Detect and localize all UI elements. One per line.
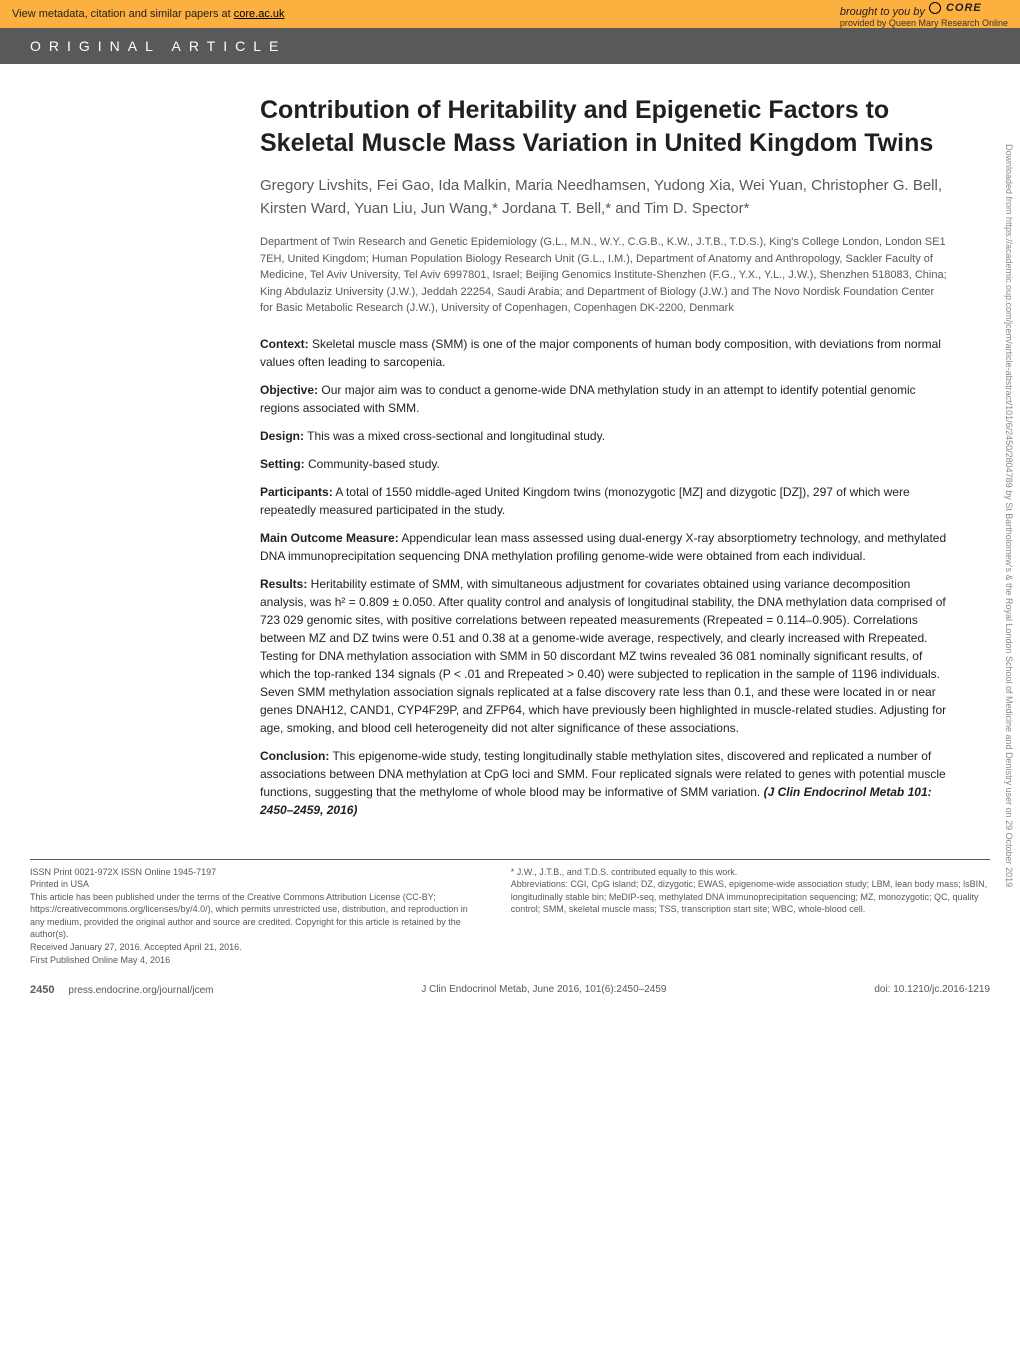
- abstract-context: Context: Skeletal muscle mass (SMM) is o…: [260, 335, 950, 371]
- license-text: This article has been published under th…: [30, 891, 471, 941]
- context-label: Context:: [260, 337, 309, 351]
- design-label: Design:: [260, 429, 304, 443]
- author-list: Gregory Livshits, Fei Gao, Ida Malkin, M…: [260, 175, 950, 220]
- doi: doi: 10.1210/jc.2016-1219: [874, 984, 990, 996]
- affiliations: Department of Twin Research and Genetic …: [260, 234, 950, 317]
- equal-contrib: * J.W., J.T.B., and T.D.S. contributed e…: [511, 866, 990, 879]
- core-icon: [928, 1, 942, 15]
- abbreviations: Abbreviations: CGI, CpG island; DZ, dizy…: [511, 878, 990, 916]
- page-footer: 2450 press.endocrine.org/journal/jcem J …: [0, 966, 1020, 1008]
- page-footer-left: 2450 press.endocrine.org/journal/jcem: [30, 984, 213, 996]
- core-logo: CORE: [928, 1, 982, 15]
- brought-by-text: brought to you by: [840, 6, 928, 18]
- abstract-participants: Participants: A total of 1550 middle-age…: [260, 483, 950, 519]
- metadata-right: brought to you by CORE provided by Queen…: [840, 1, 1008, 28]
- participants-text: A total of 1550 middle-aged United Kingd…: [260, 485, 910, 517]
- footnote-left: ISSN Print 0021-972X ISSN Online 1945-71…: [30, 859, 491, 967]
- setting-label: Setting:: [260, 457, 305, 471]
- objective-label: Objective:: [260, 383, 318, 397]
- abstract-conclusion: Conclusion: This epigenome-wide study, t…: [260, 747, 950, 819]
- main-outcome-label: Main Outcome Measure:: [260, 531, 399, 545]
- abstract-objective: Objective: Our major aim was to conduct …: [260, 381, 950, 417]
- footnote-right: * J.W., J.T.B., and T.D.S. contributed e…: [491, 859, 990, 967]
- core-brand: CORE: [946, 2, 982, 14]
- objective-text: Our major aim was to conduct a genome-wi…: [260, 383, 916, 415]
- main-content: Contribution of Heritability and Epigene…: [0, 64, 1020, 859]
- metadata-left: View metadata, citation and similar pape…: [12, 8, 285, 20]
- article-type-bar: ORIGINAL ARTICLE: [0, 28, 1020, 64]
- received-line: Received January 27, 2016. Accepted Apri…: [30, 941, 471, 954]
- printed-line: Printed in USA: [30, 878, 471, 891]
- conclusion-label: Conclusion:: [260, 749, 329, 763]
- abstract-setting: Setting: Community-based study.: [260, 455, 950, 473]
- context-text: Skeletal muscle mass (SMM) is one of the…: [260, 337, 941, 369]
- results-label: Results:: [260, 577, 307, 591]
- provided-by: provided by Queen Mary Research Online: [840, 18, 1008, 28]
- footnotes-area: ISSN Print 0021-972X ISSN Online 1945-71…: [0, 859, 1020, 967]
- design-text: This was a mixed cross-sectional and lon…: [304, 429, 605, 443]
- results-text: Heritability estimate of SMM, with simul…: [260, 577, 946, 735]
- metadata-top-bar: View metadata, citation and similar pape…: [0, 0, 1020, 28]
- journal-ref: J Clin Endocrinol Metab, June 2016, 101(…: [421, 984, 666, 996]
- article-title: Contribution of Heritability and Epigene…: [260, 94, 950, 159]
- article-type-label: ORIGINAL ARTICLE: [30, 38, 286, 54]
- journal-url: press.endocrine.org/journal/jcem: [68, 985, 213, 996]
- metadata-text: View metadata, citation and similar pape…: [12, 8, 234, 20]
- abstract-results: Results: Heritability estimate of SMM, w…: [260, 575, 950, 737]
- abstract-main-outcome: Main Outcome Measure: Appendicular lean …: [260, 529, 950, 565]
- issn-line: ISSN Print 0021-972X ISSN Online 1945-71…: [30, 866, 471, 879]
- participants-label: Participants:: [260, 485, 333, 499]
- core-link[interactable]: core.ac.uk: [234, 8, 285, 20]
- setting-text: Community-based study.: [305, 457, 440, 471]
- first-pub-line: First Published Online May 4, 2016: [30, 954, 471, 967]
- abstract-design: Design: This was a mixed cross-sectional…: [260, 427, 950, 445]
- page-number: 2450: [30, 984, 54, 996]
